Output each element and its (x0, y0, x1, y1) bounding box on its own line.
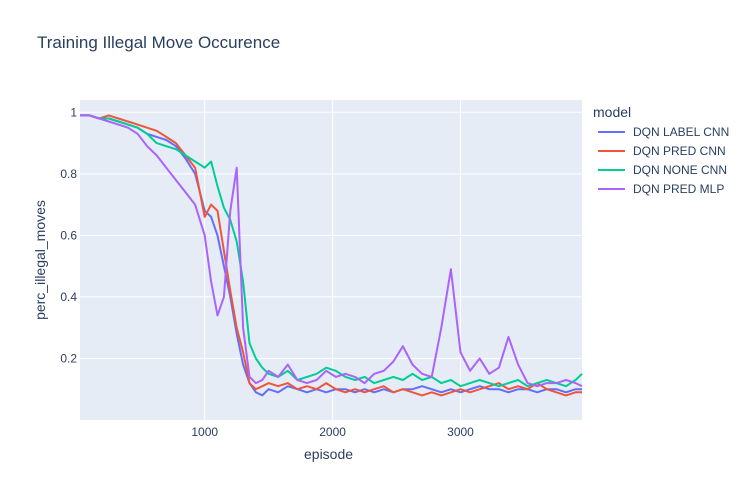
x-axis-title: episode (304, 446, 354, 462)
y-tick-label: 0.4 (60, 290, 77, 304)
legend-label: DQN PRED CNN (633, 144, 726, 158)
y-axis-title: perc_illegal_moves (32, 200, 48, 320)
y-tick-label: 1 (70, 105, 77, 119)
grid-lines (80, 100, 582, 420)
tick-labels: 1000 2000 3000 0.2 0.4 0.6 0.8 1 (60, 105, 474, 439)
y-tick-label: 0.8 (60, 167, 77, 181)
legend-label: DQN PRED MLP (633, 182, 725, 196)
legend-label: DQN LABEL CNN (633, 125, 730, 139)
legend-title: model (593, 104, 632, 120)
legend-label: DQN NONE CNN (633, 163, 728, 177)
series-lines (80, 114, 583, 397)
chart-title: Training Illegal Move Occurence (37, 33, 281, 52)
legend-swatch (598, 131, 625, 133)
series-line-dqn-pred-mlp[interactable] (80, 114, 583, 388)
legend-item-dqn-label-cnn[interactable]: DQN LABEL CNN (598, 123, 729, 141)
legend-item-dqn-pred-cnn[interactable]: DQN PRED CNN (598, 142, 726, 160)
series-line-dqn-none-cnn[interactable] (80, 114, 583, 388)
x-tick-label: 1000 (191, 425, 218, 439)
legend-item-dqn-pred-mlp[interactable]: DQN PRED MLP (598, 180, 724, 198)
plot-area (80, 100, 582, 420)
legend-swatch (598, 188, 625, 190)
y-tick-label: 0.2 (60, 351, 77, 365)
x-tick-label: 3000 (447, 425, 474, 439)
x-tick-label: 2000 (319, 425, 346, 439)
legend-item-dqn-none-cnn[interactable]: DQN NONE CNN (598, 161, 727, 179)
legend-swatch (598, 169, 625, 171)
y-tick-label: 0.6 (60, 228, 77, 242)
legend-swatch (598, 150, 625, 152)
